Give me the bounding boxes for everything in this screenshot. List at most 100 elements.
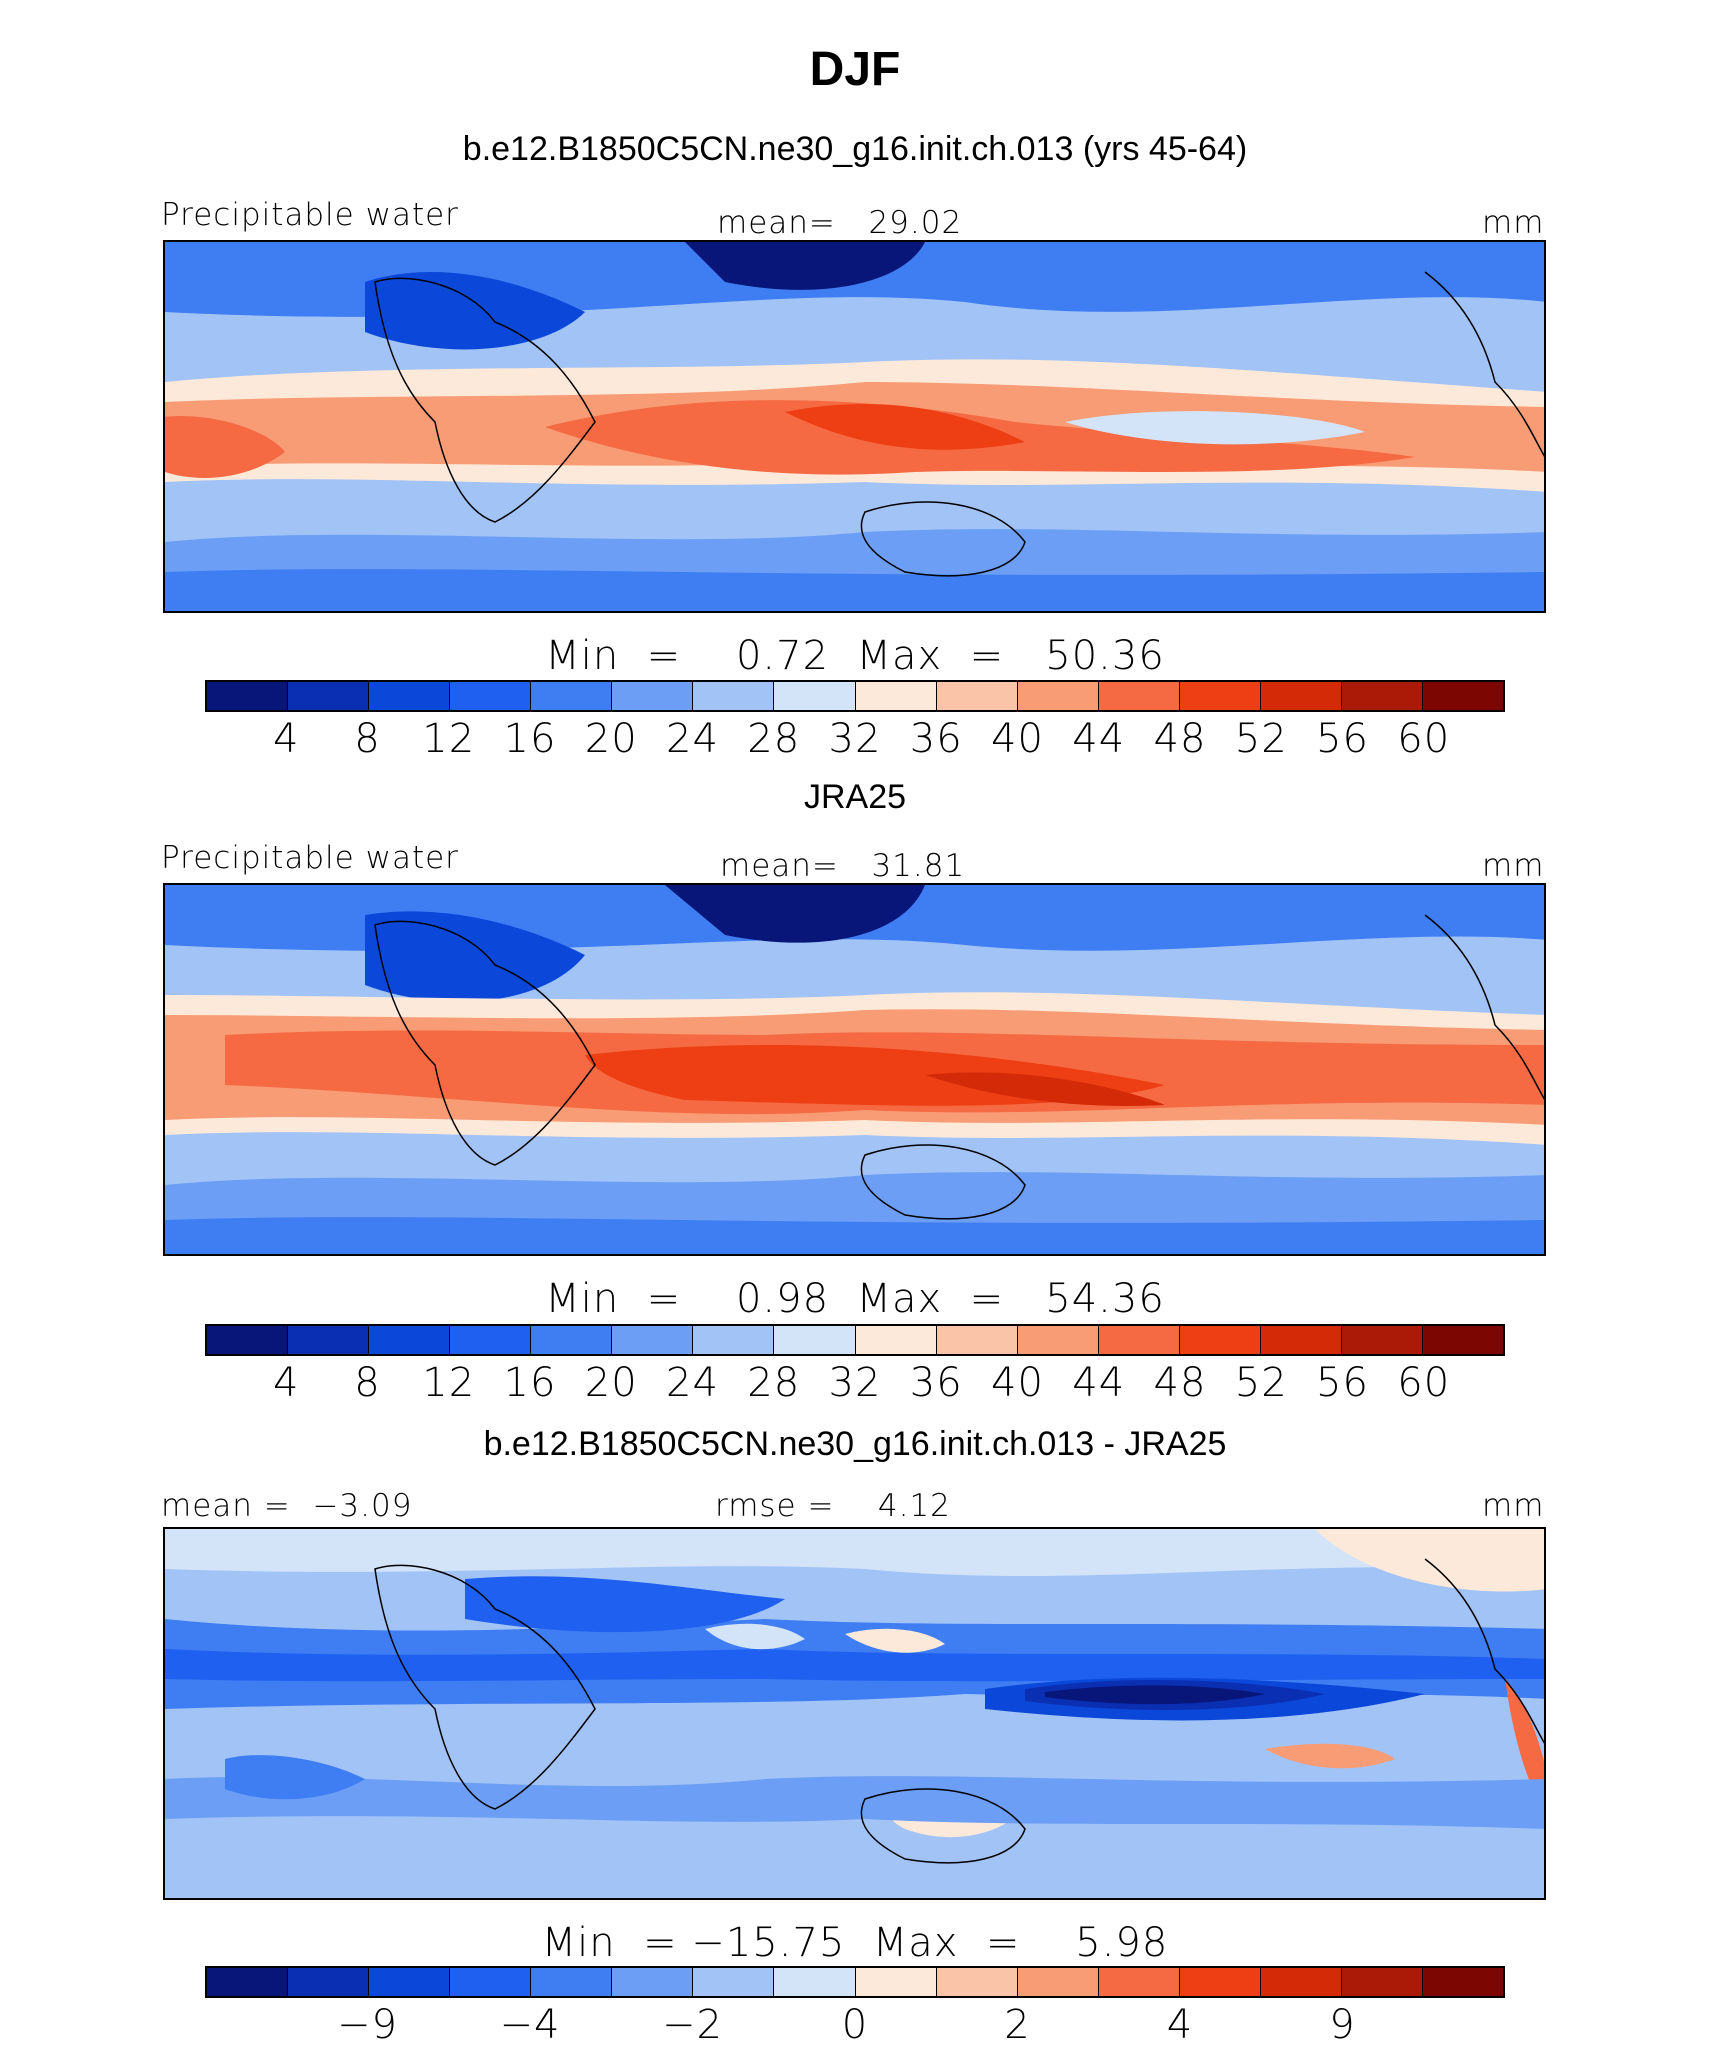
panel-1-map [163,240,1546,613]
colorbar-box [1179,1968,1261,1996]
colorbar-box [936,1968,1018,1996]
colorbar-tick-label: 36 [909,1360,963,1406]
colorbar-tick-label: 44 [1072,716,1126,762]
colorbar-box [1422,1326,1503,1354]
colorbar-box [531,1326,613,1354]
colorbar-tick-label: 24 [666,1360,719,1406]
colorbar-box [612,682,694,710]
colorbar-box [1260,682,1342,710]
colorbar-box [693,1968,775,1996]
colorbar-box [1098,1968,1180,1996]
colorbar-tick-label: 32 [828,1360,882,1406]
colorbar-box [288,1326,370,1354]
colorbar-box [612,1968,694,1996]
colorbar-box [1422,682,1503,710]
colorbar-tick-label: 20 [584,716,638,762]
panel-2-units-label: mm [1482,848,1545,884]
colorbar-box [855,682,937,710]
colorbar-tick-label: 4 [273,716,300,762]
colorbar-box [1260,1326,1342,1354]
figure-title: DJF [809,43,901,96]
colorbar-tick-label: −2 [662,2002,723,2048]
colorbar-box [531,1968,613,1996]
panel-1-variable-label: Precipitable water [161,197,459,233]
colorbar-tick-label: 28 [747,716,801,762]
colorbar-box [450,682,532,710]
panel-2-variable-label: Precipitable water [161,840,459,876]
colorbar-tick-label: 12 [422,716,476,762]
colorbar-tick-label: 4 [1166,2002,1194,2048]
panel-2-minmax: Min = 0.98 Max = 54.36 [545,1276,1165,1322]
colorbar-tick-label: 48 [1153,1360,1207,1406]
colorbar-box [1341,1968,1423,1996]
colorbar-tick-label: 0 [841,2002,869,2048]
colorbar-box [207,682,289,710]
colorbar-box [855,1968,937,1996]
panel-3-colorbar [205,1966,1505,1998]
colorbar-tick-label: 12 [422,1360,476,1406]
colorbar-tick-label: 8 [354,1360,381,1406]
panel-3-mean-label: mean = −3.09 [161,1488,413,1524]
colorbar-tick-label: 44 [1072,1360,1126,1406]
colorbar-box [774,1326,856,1354]
colorbar-tick-label: 56 [1316,1360,1369,1406]
colorbar-box [612,1326,694,1354]
colorbar-box [288,1968,370,1996]
colorbar-box [936,1326,1018,1354]
colorbar-tick-label: −9 [337,2002,398,2048]
colorbar-box [531,682,613,710]
colorbar-box [774,682,856,710]
colorbar-box [1017,1968,1099,1996]
colorbar-box [369,1326,451,1354]
colorbar-box [1341,1326,1423,1354]
colorbar-box [1017,682,1099,710]
colorbar-tick-label: 4 [273,1360,300,1406]
panel-3-units-label: mm [1482,1488,1545,1524]
colorbar-tick-label: 40 [991,716,1044,762]
colorbar-tick-label: 28 [747,1360,801,1406]
colorbar-box [855,1326,937,1354]
panel-2-map [163,883,1546,1256]
colorbar-tick-label: 52 [1234,1360,1288,1406]
colorbar-box [1098,1326,1180,1354]
panel-1-colorbar [205,680,1505,712]
panel-1-minmax: Min = 0.72 Max = 50.36 [545,633,1165,679]
colorbar-tick-label: −4 [499,2002,561,2048]
colorbar-tick-label: 48 [1153,716,1207,762]
panel-1-colorbar-ticks: 4 8 12 16 20 24 28 32 36 40 44 48 52 56 … [205,716,1505,762]
colorbar-box [450,1968,532,1996]
colorbar-tick-label: 40 [991,1360,1044,1406]
panel-2-title: JRA25 [803,778,907,816]
colorbar-tick-label: 20 [584,1360,638,1406]
colorbar-box [1341,682,1423,710]
colorbar-box [207,1326,289,1354]
colorbar-tick-label: 60 [1397,1360,1451,1406]
colorbar-box [936,682,1018,710]
colorbar-box [1422,1968,1503,1996]
panel-3-colorbar-ticks: −9 −4 −2 0 2 4 9 [205,2002,1505,2048]
colorbar-tick-label: 16 [503,716,557,762]
colorbar-box [369,1968,451,1996]
colorbar-tick-label: 24 [666,716,719,762]
panel-2-colorbar [205,1324,1505,1356]
panel-1-title: b.e12.B1850C5CN.ne30_g16.init.ch.013 (yr… [462,130,1248,168]
panel-1-mean-label: mean= 29.02 [717,205,963,241]
panel-1-units-label: mm [1482,205,1545,241]
colorbar-tick-label: 8 [354,716,381,762]
colorbar-tick-label: 56 [1316,716,1369,762]
panel-3-rmse-label: rmse = 4.12 [715,1488,951,1524]
colorbar-tick-label: 52 [1234,716,1288,762]
colorbar-tick-label: 16 [503,1360,557,1406]
colorbar-box [774,1968,856,1996]
colorbar-box [1098,682,1180,710]
colorbar-box [1017,1326,1099,1354]
colorbar-tick-label: 2 [1004,2002,1031,2048]
panel-3-minmax: Min = −15.75 Max = 5.98 [541,1920,1169,1966]
panel-3-title: b.e12.B1850C5CN.ne30_g16.init.ch.013 - J… [483,1425,1227,1463]
colorbar-box [1179,1326,1261,1354]
colorbar-box [693,1326,775,1354]
colorbar-box [693,682,775,710]
colorbar-tick-label: 36 [909,716,963,762]
colorbar-tick-label: 60 [1397,716,1451,762]
colorbar-tick-label: 32 [828,716,882,762]
